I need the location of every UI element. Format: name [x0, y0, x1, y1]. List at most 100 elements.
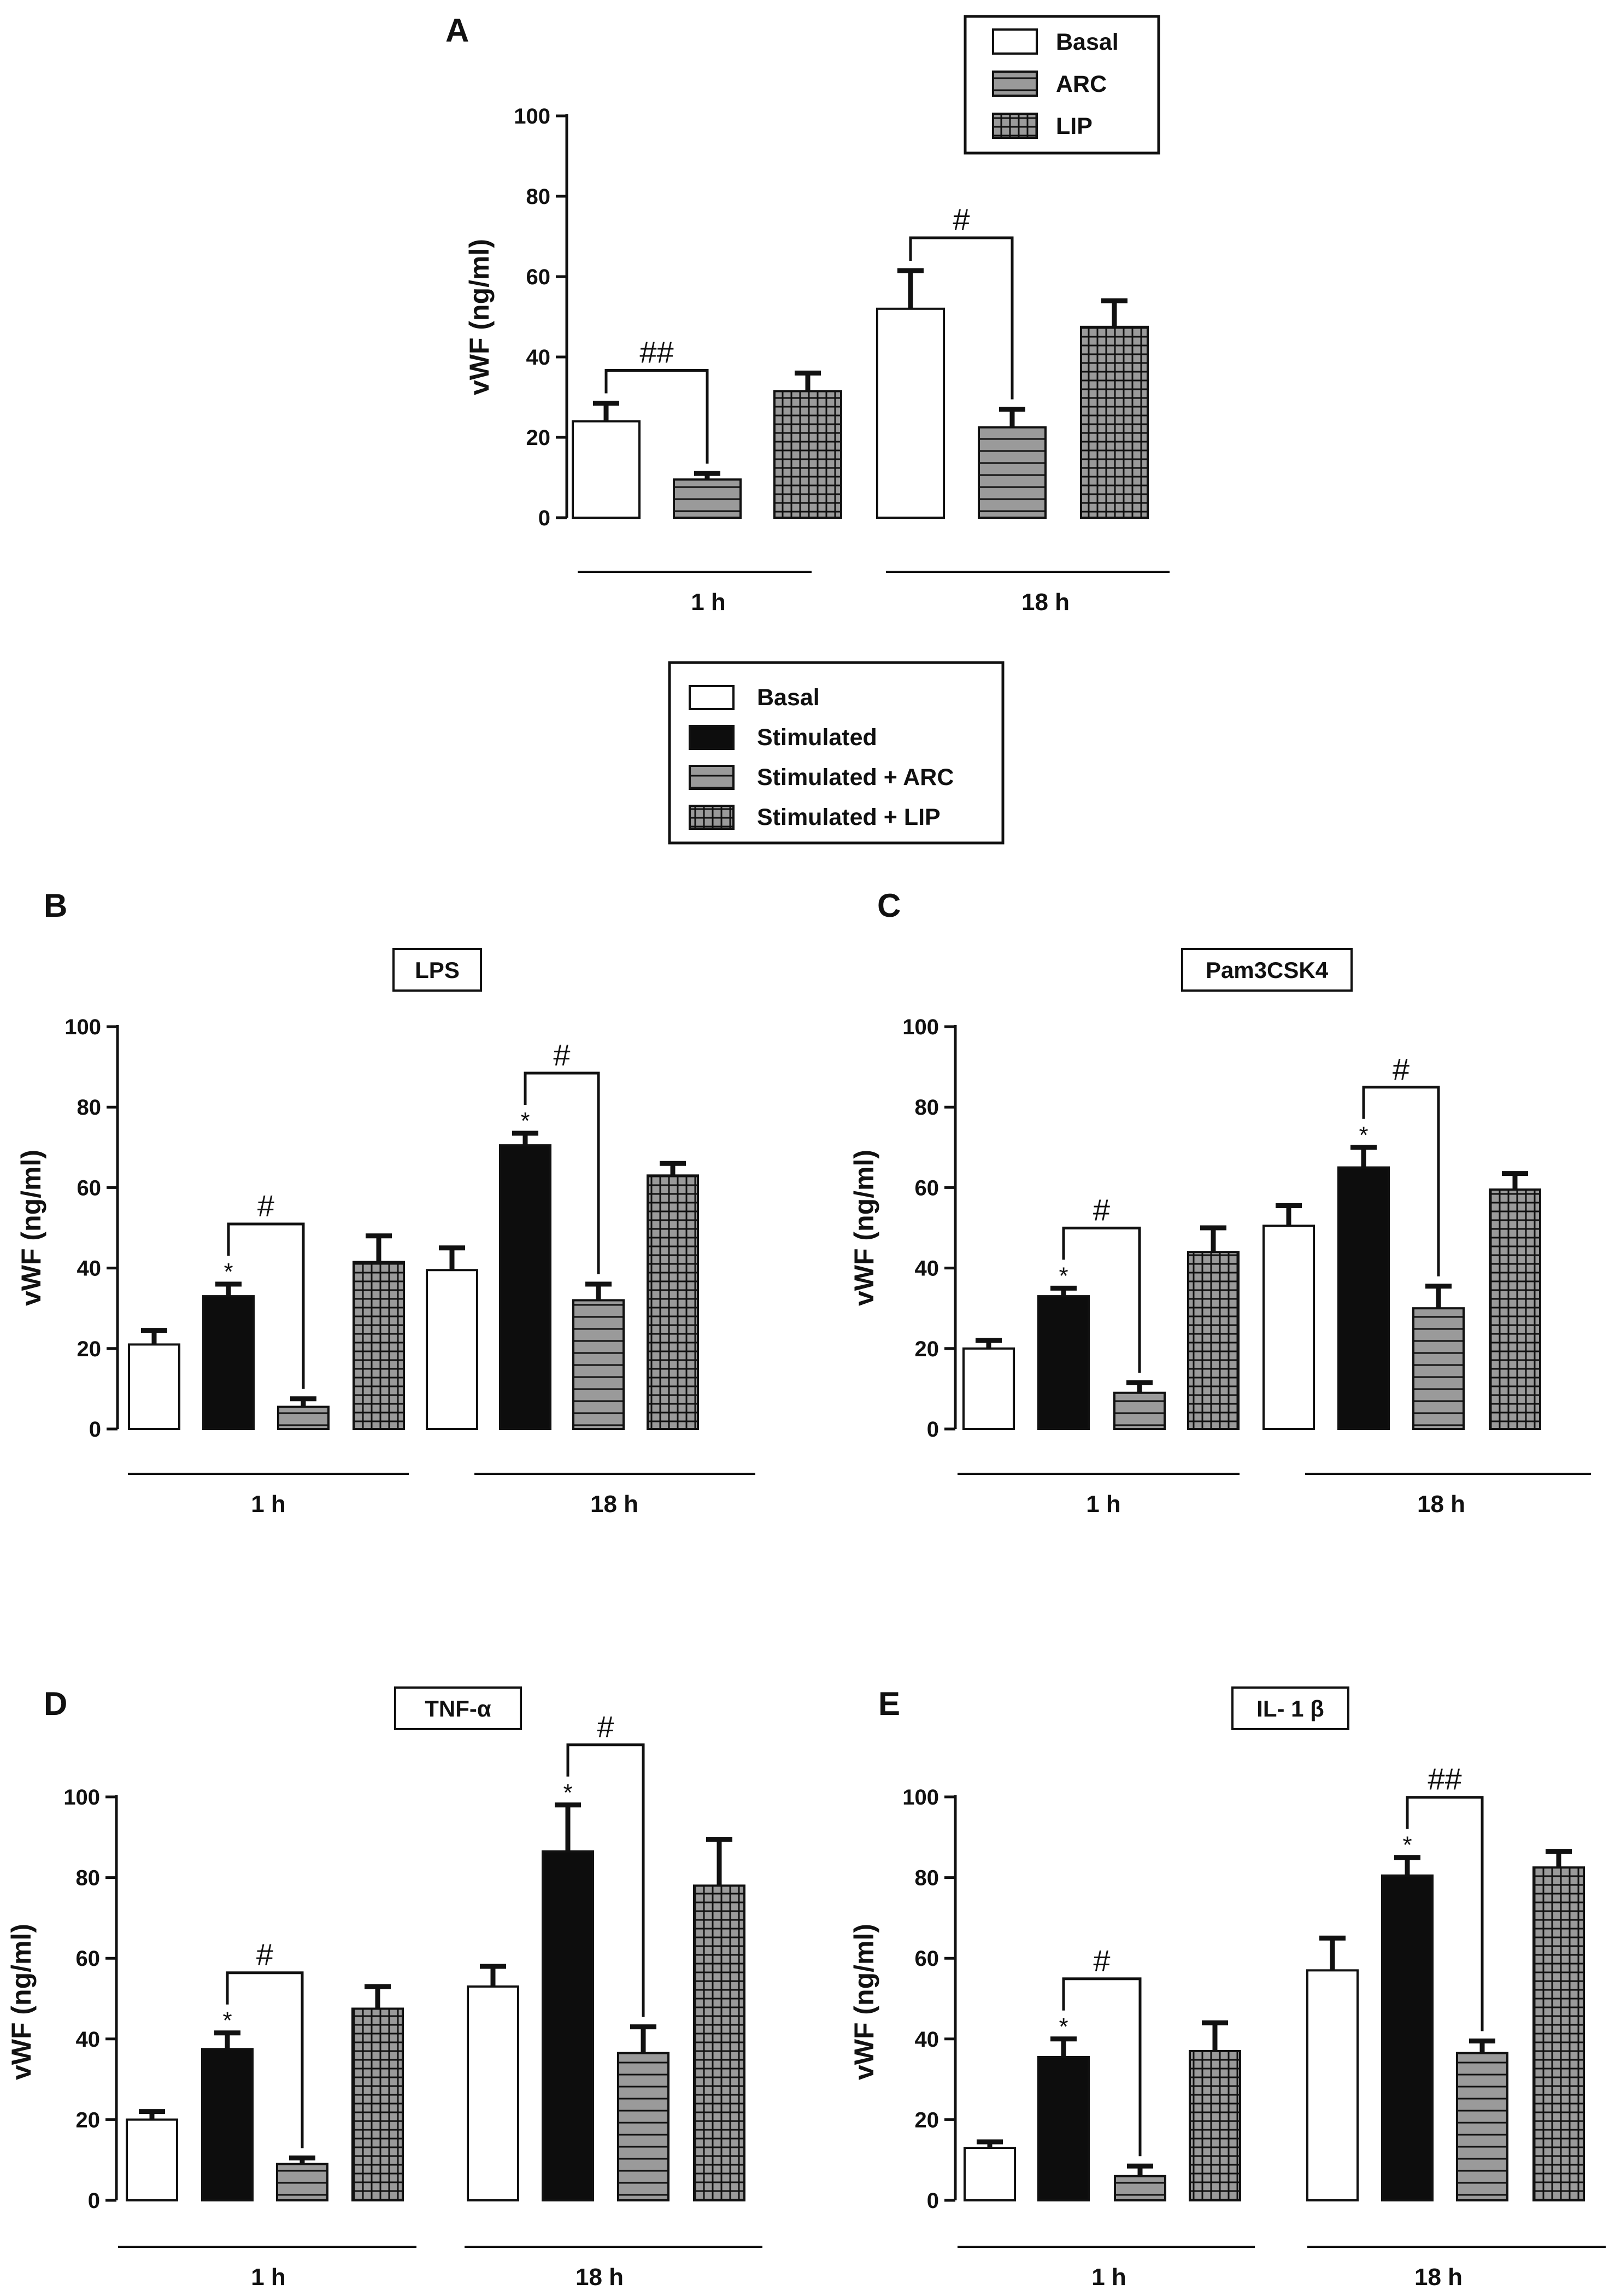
y-tick-label: 40	[915, 1257, 939, 1281]
bar-c-lip-0	[1187, 1251, 1240, 1430]
significance-bracket	[1406, 1796, 1484, 2031]
legend-swatch-arc	[992, 71, 1038, 97]
significance-label: #	[1093, 1943, 1110, 1978]
significance-label: #	[256, 1937, 273, 1972]
panel-letter: E	[878, 1685, 900, 1722]
significance-label: ##	[639, 335, 673, 370]
y-tick-label: 20	[526, 426, 551, 450]
significance-bracket	[1362, 1086, 1440, 1276]
significance-bracket	[524, 1071, 600, 1275]
bar-b-stimulated-1	[499, 1144, 551, 1431]
y-tick-label: 100	[64, 1015, 101, 1039]
star-label: *	[1059, 2013, 1068, 2040]
panel-title: Pam3CSK4	[1206, 957, 1329, 983]
bar-c-arc-1	[1412, 1307, 1465, 1430]
y-tick-label: 80	[76, 1866, 101, 1890]
bar-a-basal-0	[572, 420, 641, 519]
bar-d-basal-1	[467, 1985, 519, 2202]
y-tick-label: 80	[915, 1866, 939, 1890]
group-label: 1 h	[251, 2264, 286, 2291]
y-tick-label: 60	[77, 1176, 102, 1200]
panel-title-box	[1181, 948, 1353, 992]
legend-label: Stimulated + ARC	[757, 764, 954, 790]
bar-e-basal-0	[964, 2147, 1016, 2202]
legend-label: Basal	[757, 684, 820, 711]
y-tick-label: 80	[77, 1096, 102, 1120]
bar-b-basal-1	[426, 1269, 478, 1431]
y-tick-label: 40	[76, 2028, 101, 2052]
group-label: 1 h	[1091, 2264, 1126, 2291]
y-tick-label: 60	[526, 265, 551, 289]
significance-label: #	[597, 1709, 614, 1744]
bar-c-basal-0	[962, 1347, 1015, 1431]
significance-bracket	[227, 1222, 305, 1389]
bar-e-arc-0	[1114, 2175, 1166, 2201]
significance-bracket	[1062, 1226, 1141, 1373]
bar-c-stimulated-0	[1037, 1295, 1090, 1431]
legend-label: Stimulated + LIP	[757, 804, 941, 830]
bar-e-basal-1	[1306, 1969, 1359, 2202]
bar-e-stimulated-0	[1037, 2056, 1090, 2201]
bar-c-basal-1	[1262, 1225, 1315, 1431]
group-label: 18 h	[590, 1491, 638, 1518]
legend-swatch-basal	[992, 28, 1038, 55]
y-tick-label: 60	[915, 1947, 939, 1971]
bar-d-basal-0	[126, 2118, 178, 2201]
bar-d-stimulated-0	[201, 2048, 254, 2201]
star-label: *	[563, 1779, 572, 1806]
y-tick-label: 0	[88, 2189, 100, 2213]
y-tick-label: 20	[915, 1337, 939, 1361]
significance-bracket	[226, 1971, 304, 2148]
y-tick-label: 100	[902, 1785, 939, 1809]
group-label: 18 h	[1021, 589, 1070, 616]
y-axis-label: vWF (ng/ml)	[464, 239, 495, 395]
group-label: 18 h	[1414, 2264, 1463, 2291]
star-label: *	[222, 2007, 232, 2034]
y-axis-label: vWF (ng/ml)	[849, 1150, 879, 1306]
significance-label: #	[553, 1038, 570, 1072]
bar-b-arc-1	[572, 1299, 625, 1430]
bar-e-lip-1	[1532, 1866, 1585, 2201]
group-label: 1 h	[251, 1491, 286, 1518]
bar-d-lip-1	[693, 1884, 745, 2202]
bar-a-lip-1	[1080, 325, 1149, 519]
y-tick-label: 80	[915, 1096, 939, 1120]
bar-d-stimulated-1	[542, 1850, 594, 2201]
star-label: *	[520, 1108, 530, 1134]
legend-swatch-lip	[689, 805, 735, 830]
bar-b-stimulated-0	[202, 1295, 255, 1431]
y-tick-label: 0	[927, 2189, 939, 2213]
panel-letter: B	[44, 887, 67, 924]
group-label: 1 h	[691, 589, 726, 616]
y-axis-label: vWF (ng/ml)	[6, 1924, 37, 2080]
shared-legend: Basal Stimulated Stimulated + ARC Stimulate…	[668, 661, 1005, 845]
significance-label: ##	[1428, 1762, 1461, 1796]
bar-e-stimulated-1	[1381, 1874, 1434, 2201]
star-label: *	[1359, 1122, 1368, 1149]
y-tick-label: 0	[538, 506, 550, 530]
y-tick-label: 80	[526, 185, 551, 209]
y-tick-label: 60	[915, 1176, 939, 1200]
y-tick-label: 20	[77, 1337, 102, 1361]
panel-title-box	[392, 948, 482, 992]
bar-a-arc-1	[978, 426, 1047, 519]
bar-d-lip-0	[351, 2007, 404, 2201]
significance-label: #	[257, 1188, 274, 1223]
panel-letter: C	[877, 887, 901, 924]
significance-label: #	[953, 202, 970, 237]
significance-bracket	[604, 369, 709, 464]
y-tick-label: 0	[927, 1418, 939, 1442]
panel-title: IL- 1 β	[1256, 1696, 1324, 1721]
panel-letter: D	[44, 1685, 67, 1722]
bar-c-stimulated-1	[1337, 1166, 1390, 1431]
bar-a-basal-1	[876, 307, 945, 519]
legend-swatch-lip	[992, 113, 1038, 139]
panel-title-box	[1231, 1686, 1349, 1730]
bar-b-arc-0	[277, 1405, 330, 1431]
significance-bracket	[1062, 1977, 1142, 2157]
panel-title-box	[394, 1686, 522, 1730]
group-label: 18 h	[1417, 1491, 1465, 1518]
legend-swatch-basal	[689, 685, 735, 710]
